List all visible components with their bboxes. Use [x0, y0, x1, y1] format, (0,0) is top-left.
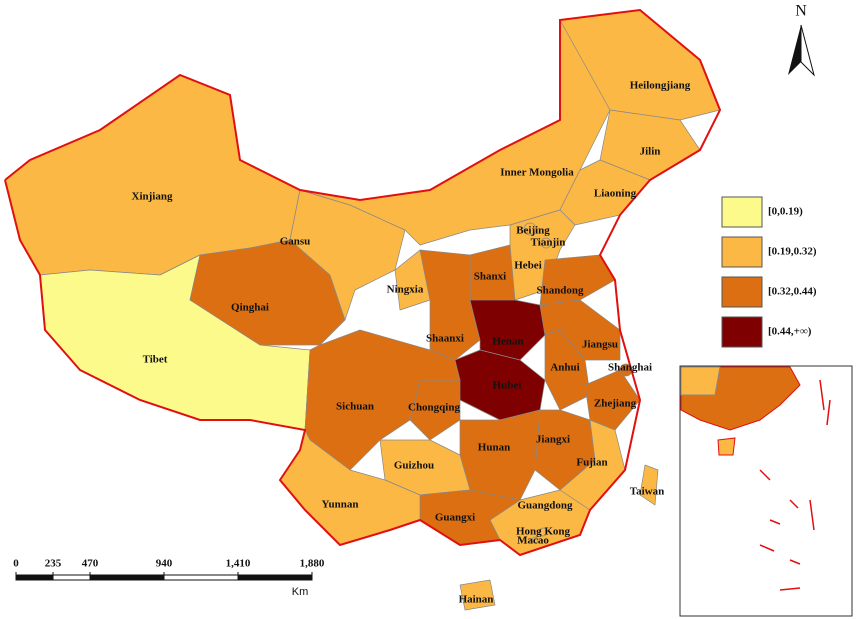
scale-segment	[163, 574, 239, 581]
province-label: Qinghai	[231, 302, 269, 314]
province-labels: Xinjiang Tibet Qinghai Gansu Inner Mongo…	[132, 80, 691, 606]
province-label: Gansu	[280, 236, 311, 248]
province-label: Guizhou	[394, 460, 434, 472]
province-label: Yunnan	[322, 499, 359, 511]
province-label: Guangdong	[517, 500, 573, 512]
scale-tick-label: 940	[156, 558, 173, 570]
legend-swatch	[721, 196, 763, 228]
province	[540, 237, 552, 249]
province-label: Inner Mongolia	[500, 167, 574, 179]
province-label: Shaanxi	[426, 333, 464, 345]
province-label: Heilongjiang	[630, 80, 691, 92]
province	[459, 579, 496, 611]
province-label: Liaoning	[594, 188, 637, 200]
province-label: Jilin	[640, 146, 661, 158]
province-label: Hong Kong	[516, 526, 571, 538]
province-label: Tibet	[143, 354, 168, 366]
province	[531, 536, 539, 544]
legend: [0,0.19) [0.19,0.32) [0.32,0.44) [0.44,+∞)	[721, 196, 817, 348]
province-label: Hebei	[514, 260, 542, 272]
province-label: Henan	[492, 336, 523, 348]
scale-segment	[15, 574, 54, 581]
scale-tick-label: 470	[82, 558, 99, 570]
legend-swatch	[721, 236, 763, 268]
scale-tick-label: 235	[45, 558, 62, 570]
province-label: Shanxi	[474, 271, 506, 283]
border	[4, 8, 722, 557]
province	[454, 349, 546, 421]
province	[523, 222, 537, 236]
scale-segment	[237, 574, 313, 581]
scale-bar: 0 235 470 940 1,410 1,880 Km	[13, 558, 325, 598]
legend-label: [0.19,0.32)	[768, 246, 817, 258]
north-arrow: N	[788, 3, 815, 77]
north-label: N	[795, 3, 807, 20]
legend-label: [0,0.19)	[768, 206, 803, 218]
province	[4, 74, 301, 276]
province	[419, 249, 481, 361]
province-label: Hubei	[493, 380, 522, 392]
province-label: Fujian	[576, 457, 607, 469]
scale-segment	[89, 574, 165, 581]
province	[539, 254, 616, 306]
province-label: Chongqing	[408, 402, 460, 414]
inset-map	[679, 365, 853, 617]
province	[538, 527, 548, 537]
scale-segment	[52, 574, 91, 581]
inset-land	[680, 366, 721, 396]
scale-tick-label: 0	[13, 558, 19, 570]
province-label: Taiwan	[630, 486, 664, 498]
inset-boundary	[759, 379, 831, 591]
legend-swatch	[721, 276, 763, 308]
province-label: Sichuan	[336, 401, 374, 413]
province-label: Jiangsu	[582, 339, 618, 351]
legend-label: [0.32,0.44)	[768, 286, 817, 298]
province-label: Shandong	[536, 285, 584, 297]
province	[469, 299, 546, 361]
north-arrow-left	[788, 25, 801, 75]
legend-swatch	[721, 316, 763, 348]
province-label: Jiangxi	[536, 434, 570, 446]
scale-unit: Km	[292, 586, 309, 598]
province-label: Xinjiang	[132, 191, 173, 203]
province-label: Anhui	[550, 362, 579, 374]
province	[639, 464, 659, 506]
province-label: Guangxi	[435, 512, 475, 524]
province	[584, 369, 641, 431]
province-label: Hunan	[478, 442, 510, 454]
legend-label: [0.44,+∞)	[768, 326, 812, 338]
province-label: Beijing	[516, 225, 550, 237]
provinces	[4, 9, 721, 611]
province	[459, 409, 541, 501]
scale-tick-label: 1,410	[226, 558, 251, 570]
province-label: Tianjin	[531, 237, 566, 249]
province-label: Ningxia	[387, 284, 424, 296]
province-label: Hainan	[459, 594, 494, 606]
province-label: Zhejiang	[594, 398, 637, 410]
scale-tick-label: 1,880	[300, 558, 325, 570]
north-arrow-right	[800, 24, 815, 77]
province-label: Macao	[517, 535, 549, 547]
inset-island	[717, 437, 736, 456]
province-label: Shanghai	[608, 362, 652, 374]
